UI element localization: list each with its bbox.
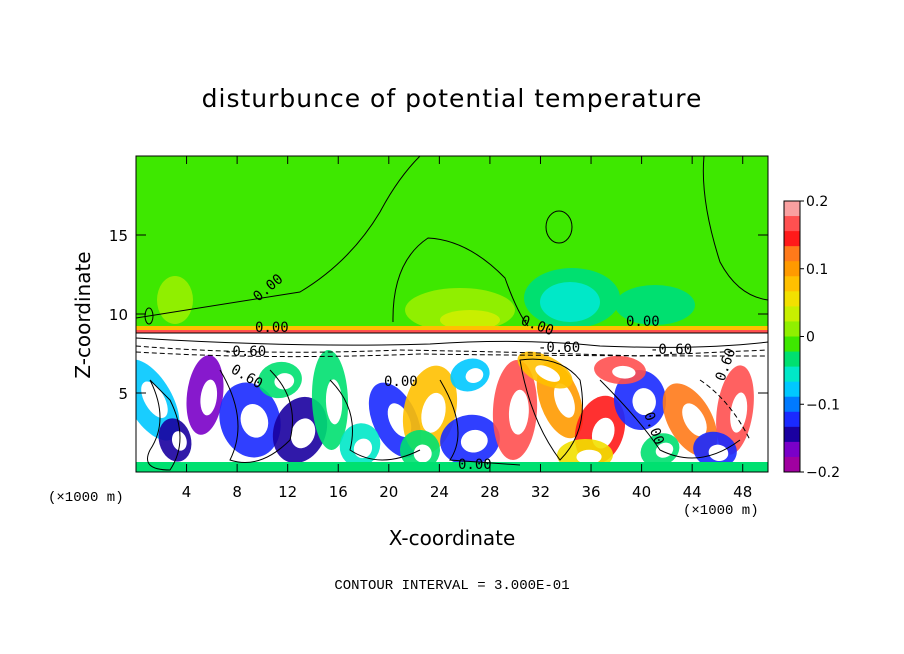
x-tick-label: 16 [329, 483, 348, 501]
colorbar-segment [784, 291, 800, 307]
z-axis: 5 10 15 [109, 227, 768, 403]
eddy-core [553, 383, 575, 418]
eddy-core [632, 388, 656, 416]
eddy-core [730, 392, 748, 433]
contour-label: -0.60 [538, 340, 580, 356]
contour-line [136, 345, 768, 357]
eddy-core [141, 381, 168, 418]
x-tick-label: 8 [232, 483, 242, 501]
warm-blob [157, 276, 193, 324]
colorbar-tick-label: −0.1 [806, 397, 840, 413]
colorbar-segment [784, 396, 800, 413]
eddy-core [421, 392, 446, 433]
colorbar-segment [784, 351, 800, 368]
x-axis: 4 8 12 16 20 24 28 32 36 40 44 48 [182, 156, 752, 501]
colorbar-segment [784, 381, 800, 398]
x-tick-label: 4 [182, 483, 192, 501]
z-tick-label: 10 [109, 306, 128, 324]
colorbar-segment [784, 306, 800, 322]
x-tick-label: 12 [278, 483, 297, 501]
contour-interval-note: CONTOUR INTERVAL = 3.000E-01 [334, 578, 570, 594]
x-axis-unit-right: (×1000 m) [683, 503, 759, 519]
colorbar-segment [784, 246, 800, 262]
z-tick-label: 15 [109, 227, 128, 245]
x-tick-label: 48 [733, 483, 752, 501]
contour-line [702, 156, 768, 301]
colorbar-tick-label: 0.1 [806, 262, 828, 278]
colorbar-segment [784, 216, 800, 232]
colorbar-segment [784, 261, 800, 277]
x-tick-label: 28 [480, 483, 499, 501]
x-tick-label: 20 [379, 483, 398, 501]
colorbar-segment [784, 231, 800, 247]
eddy-core [200, 379, 218, 416]
eddy-core [576, 449, 602, 465]
contour-line [147, 379, 181, 471]
contour-layer [136, 156, 768, 471]
x-tick-label: 44 [683, 483, 702, 501]
x-tick-label: 24 [430, 483, 449, 501]
eddy-core [240, 403, 269, 438]
x-tick-label: 32 [531, 483, 550, 501]
eddy-core [612, 365, 636, 379]
colorbar-segment [784, 456, 800, 473]
cool-blob [615, 285, 695, 325]
eddy-core [465, 368, 484, 384]
colorbar-segment [784, 441, 800, 458]
contour-line [136, 156, 421, 319]
contour-label: -0.60 [224, 344, 266, 360]
contour-label: 0.00 [458, 457, 492, 473]
contour-label: 0.00 [255, 320, 289, 336]
colorbar-segment [784, 336, 800, 353]
eddy-core [682, 403, 707, 437]
eddy-core [508, 389, 529, 435]
inversion-band [136, 330, 768, 333]
eddy-core [290, 418, 316, 449]
chart-title: disturbunce of potential temperature [201, 84, 703, 113]
eddy-layer [136, 350, 754, 472]
colorbar-tick-label: 0 [806, 330, 815, 346]
colorbar-segment [784, 411, 800, 428]
eddy-core [413, 444, 432, 463]
contour-line [599, 379, 741, 459]
colorbar-segment [784, 321, 800, 337]
eddy-core [274, 373, 295, 390]
colorbar-segment [784, 366, 800, 383]
warm-blob [440, 310, 500, 330]
contour-line [439, 379, 521, 466]
eddy-core [460, 429, 488, 453]
x-tick-label: 36 [581, 483, 600, 501]
x-axis-label: X-coordinate [388, 526, 516, 550]
eddy-core [535, 365, 561, 382]
eddy-core [353, 438, 373, 459]
contour-line [329, 379, 421, 461]
contour-line [519, 358, 583, 461]
contour-line [136, 337, 768, 348]
colorbar-segment [784, 276, 800, 292]
colorbar-tick-label: 0.2 [806, 194, 828, 210]
z-tick-label: 5 [118, 385, 128, 403]
x-tick-label: 40 [632, 483, 651, 501]
eddy-core [325, 379, 343, 425]
surface-band [136, 462, 768, 472]
contour-line [136, 351, 768, 358]
contour-label: 0.00 [626, 314, 660, 330]
contour-line [392, 237, 529, 327]
inversion-band [136, 326, 768, 330]
colorbar-segment [784, 426, 800, 443]
contour-line [219, 369, 293, 463]
colorbar-segment [784, 201, 800, 217]
cool-blob [540, 282, 600, 322]
colorbar-tick-label: −0.2 [806, 465, 840, 481]
colorbar: 0.2 0.1 0 −0.1 −0.2 [783, 194, 840, 481]
x-axis-unit-left: (×1000 m) [48, 490, 124, 506]
field-layer [136, 156, 768, 472]
contour-label: 0.00 [384, 374, 418, 390]
contour-label: -0.60 [650, 342, 692, 358]
contour-line [545, 210, 573, 244]
contour-line [144, 307, 154, 325]
eddy-core [171, 431, 187, 451]
